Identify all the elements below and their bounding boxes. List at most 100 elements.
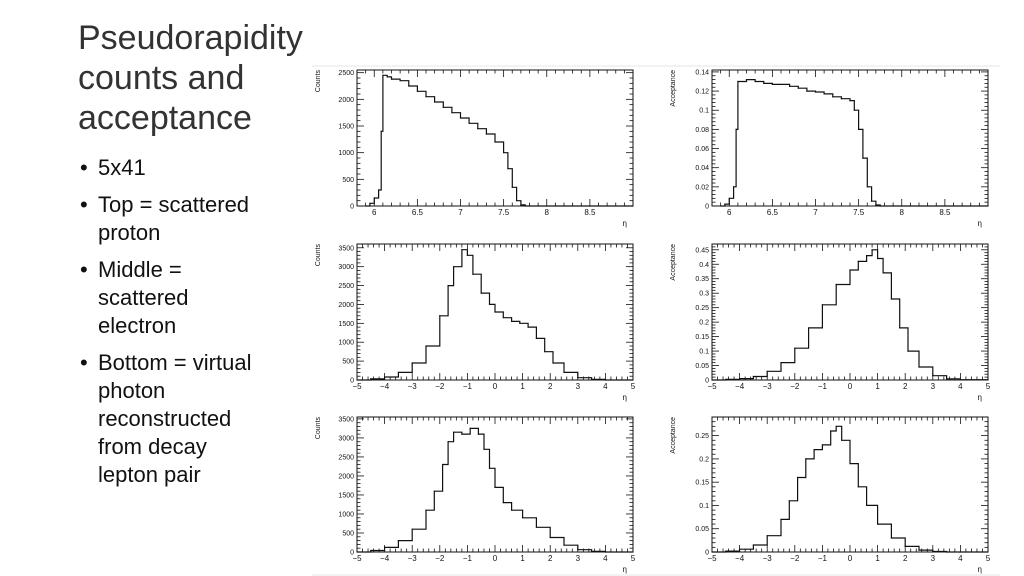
data-point: [453, 431, 455, 433]
data-point: [447, 441, 449, 443]
data-point: [711, 379, 713, 381]
x-tick-label: 2: [903, 382, 908, 391]
x-tick-label: 0: [848, 382, 853, 391]
x-tick-label: −1: [463, 382, 473, 391]
data-point: [857, 260, 859, 262]
y-tick-label: 0.1: [699, 503, 709, 510]
x-axis-label: η: [978, 393, 982, 402]
data-point: [877, 257, 879, 260]
data-point: [890, 537, 893, 539]
data-point: [771, 83, 773, 85]
data-point: [411, 362, 413, 364]
y-axis-label: Acceptance: [670, 417, 677, 454]
data-point: [849, 462, 851, 465]
data-point: [739, 377, 741, 380]
bullet-top-row: Top = scattered proton: [78, 191, 308, 247]
data-point: [370, 378, 372, 380]
data-point: [502, 501, 504, 504]
chart-middle-left: −5 −4 −3 −2 −1 0 1 2 3 4 5 0 500 1000 1500 2000 2500 3000…: [315, 243, 636, 402]
x-tick-label: −4: [735, 554, 745, 563]
x-tick-label: −4: [735, 382, 745, 391]
data-point: [632, 379, 634, 381]
x-tick-label: −1: [818, 382, 828, 391]
data-point: [805, 458, 807, 460]
x-tick-label: −5: [352, 382, 362, 391]
data-point: [507, 168, 509, 170]
x-tick-label: 0: [493, 382, 498, 391]
data-point: [835, 283, 837, 286]
slide-title: Pseudorapidity counts and acceptance: [78, 18, 348, 138]
y-tick-label: 0.05: [695, 526, 709, 533]
title-line-1: Pseudorapidity: [78, 19, 303, 57]
data-point: [397, 371, 399, 374]
data-point: [849, 100, 851, 102]
data-point: [725, 550, 727, 552]
data-point: [853, 109, 855, 111]
data-point: [477, 433, 480, 435]
data-point: [439, 315, 441, 317]
data-point: [814, 91, 817, 93]
data-point: [604, 379, 607, 381]
data-point: [380, 130, 382, 132]
x-tick-label: −2: [790, 382, 800, 391]
data-point: [469, 427, 471, 430]
y-tick-label: 0.05: [695, 363, 709, 370]
data-point: [425, 345, 427, 347]
data-point: [944, 205, 946, 207]
data-point: [589, 205, 591, 207]
data-point: [563, 371, 565, 374]
plot-frame: [711, 416, 989, 553]
y-tick-label: 1500: [338, 124, 354, 131]
data-point: [425, 96, 427, 98]
data-point: [477, 128, 479, 130]
data-point: [780, 362, 782, 364]
x-tick-label: −3: [408, 554, 418, 563]
y-tick-label: 500: [342, 359, 354, 366]
data-point: [766, 535, 768, 537]
data-point: [857, 486, 859, 488]
data-point: [766, 370, 768, 372]
y-tick-label: 2000: [338, 302, 354, 309]
x-tick-label: 8.5: [584, 208, 596, 217]
histogram-series: [365, 74, 633, 207]
x-tick-label: 0: [493, 554, 498, 563]
y-tick-label: 0.15: [695, 480, 709, 487]
y-tick-label: 2500: [338, 454, 354, 461]
y-tick-label: 1500: [338, 492, 354, 499]
data-point: [866, 186, 868, 188]
data-point: [728, 197, 730, 199]
data-point: [377, 189, 380, 191]
y-tick-label: 0: [705, 550, 709, 557]
data-point: [899, 327, 901, 329]
x-tick-label: 4: [603, 554, 608, 563]
x-tick-label: 4: [958, 554, 963, 563]
y-axis-label: Counts: [315, 244, 322, 267]
data-point: [752, 544, 755, 546]
data-point: [434, 101, 436, 103]
data-point: [433, 490, 435, 492]
data-point: [519, 322, 521, 324]
data-point: [780, 83, 782, 85]
x-tick-label: 6: [372, 208, 377, 217]
chart-bottom-right: −5 −4 −3 −2 −1 0 1 2 3 4 5 0 0.05 0.1 0.15 0.2 0.25 Accep…: [670, 416, 991, 574]
data-point: [918, 549, 920, 551]
x-tick-label: 2: [548, 554, 553, 563]
x-tick-label: 0: [848, 554, 853, 563]
x-tick-label: 3: [576, 382, 581, 391]
data-point: [386, 76, 388, 78]
x-tick-label: 8: [545, 208, 550, 217]
data-point: [577, 549, 579, 551]
y-tick-label: 0: [705, 378, 709, 385]
data-point: [823, 93, 825, 95]
y-tick-label: 0.1: [699, 108, 709, 115]
data-point: [813, 448, 815, 451]
histogram-series: [357, 249, 633, 381]
y-axis-label: Acceptance: [670, 70, 677, 107]
x-axis-label: η: [978, 219, 982, 228]
x-tick-label: 1: [875, 382, 880, 391]
chart-top-left: 6 6.5 7 7.5 8 8.5 0 500 1000 1500 2000 2500 Counts η: [315, 69, 634, 228]
data-point: [830, 430, 832, 432]
data-point: [411, 528, 413, 530]
x-tick-label: 6.5: [412, 208, 424, 217]
data-point: [821, 304, 824, 306]
